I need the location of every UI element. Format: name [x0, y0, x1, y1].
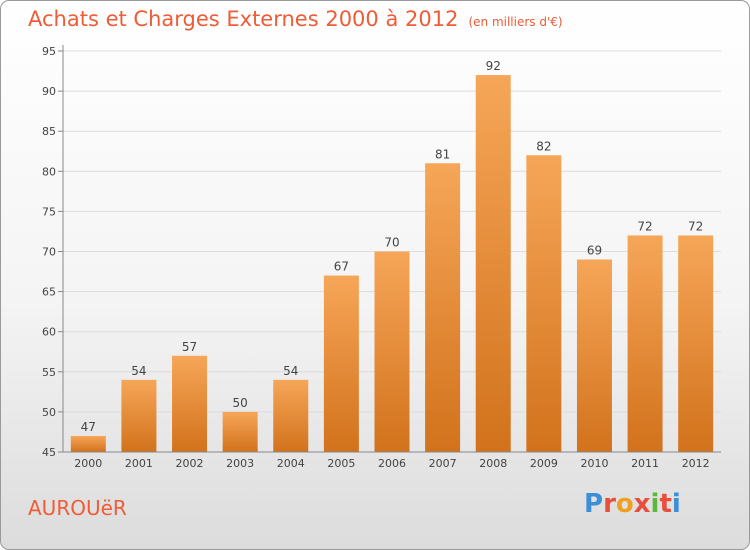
logo-letter: i — [650, 489, 660, 519]
data-label: 67 — [334, 260, 349, 274]
data-label: 69 — [587, 244, 602, 258]
y-tick-label: 45 — [42, 446, 56, 459]
data-label: 54 — [283, 364, 298, 378]
bar — [576, 259, 612, 452]
bar — [273, 379, 309, 452]
bar — [374, 251, 410, 452]
chart-title: Achats et Charges Externes 2000 à 2012 (e… — [28, 7, 563, 31]
bar — [70, 435, 106, 452]
logo-letter: i — [671, 489, 681, 519]
bar — [222, 411, 258, 452]
x-tick-label: 2011 — [631, 457, 659, 470]
x-tick-label: 2006 — [378, 457, 406, 470]
bar — [172, 355, 208, 452]
bar — [475, 75, 511, 452]
bar — [627, 235, 663, 452]
x-tick-label: 2008 — [479, 457, 507, 470]
data-label: 70 — [384, 236, 399, 250]
data-label: 57 — [182, 340, 197, 354]
y-tick-label: 55 — [42, 366, 56, 379]
bar — [121, 379, 157, 452]
y-tick-label: 70 — [42, 246, 56, 259]
data-label: 50 — [233, 396, 248, 410]
bar — [323, 275, 359, 452]
proxiti-logo: Proxiti — [584, 489, 681, 519]
x-tick-label: 2012 — [682, 457, 710, 470]
data-label: 92 — [486, 59, 501, 73]
x-tick-label: 2001 — [125, 457, 153, 470]
x-tick-label: 2003 — [226, 457, 254, 470]
logo-letter: r — [603, 489, 616, 519]
data-label: 72 — [688, 219, 703, 233]
bar — [678, 235, 714, 452]
x-tick-label: 2002 — [176, 457, 204, 470]
logo-letter: t — [659, 489, 672, 519]
y-tick-label: 65 — [42, 286, 56, 299]
y-tick-label: 60 — [42, 326, 56, 339]
chart-unit: (en milliers d'€) — [468, 15, 563, 29]
x-tick-label: 2010 — [580, 457, 608, 470]
bar — [425, 163, 461, 452]
x-tick-label: 2007 — [429, 457, 457, 470]
x-tick-label: 2005 — [327, 457, 355, 470]
logo-letter: x — [633, 489, 651, 519]
y-tick-label: 95 — [42, 45, 56, 58]
y-tick-label: 75 — [42, 205, 56, 218]
city-name: AUROUëR — [28, 496, 127, 520]
y-tick-label: 85 — [42, 125, 56, 138]
chart-title-main: Achats et Charges Externes 2000 à 2012 — [28, 7, 459, 31]
bar — [526, 155, 562, 452]
data-label: 82 — [536, 139, 551, 153]
x-tick-label: 2009 — [530, 457, 558, 470]
logo-letter: P — [584, 489, 604, 519]
y-tick-label: 90 — [42, 85, 56, 98]
logo-letter: o — [615, 489, 634, 519]
x-tick-label: 2004 — [277, 457, 305, 470]
data-label: 54 — [131, 364, 146, 378]
data-label: 81 — [435, 147, 450, 161]
x-tick-label: 2000 — [74, 457, 102, 470]
data-label: 47 — [81, 420, 96, 434]
data-label: 72 — [637, 219, 652, 233]
y-tick-label: 50 — [42, 406, 56, 419]
y-tick-label: 80 — [42, 165, 56, 178]
